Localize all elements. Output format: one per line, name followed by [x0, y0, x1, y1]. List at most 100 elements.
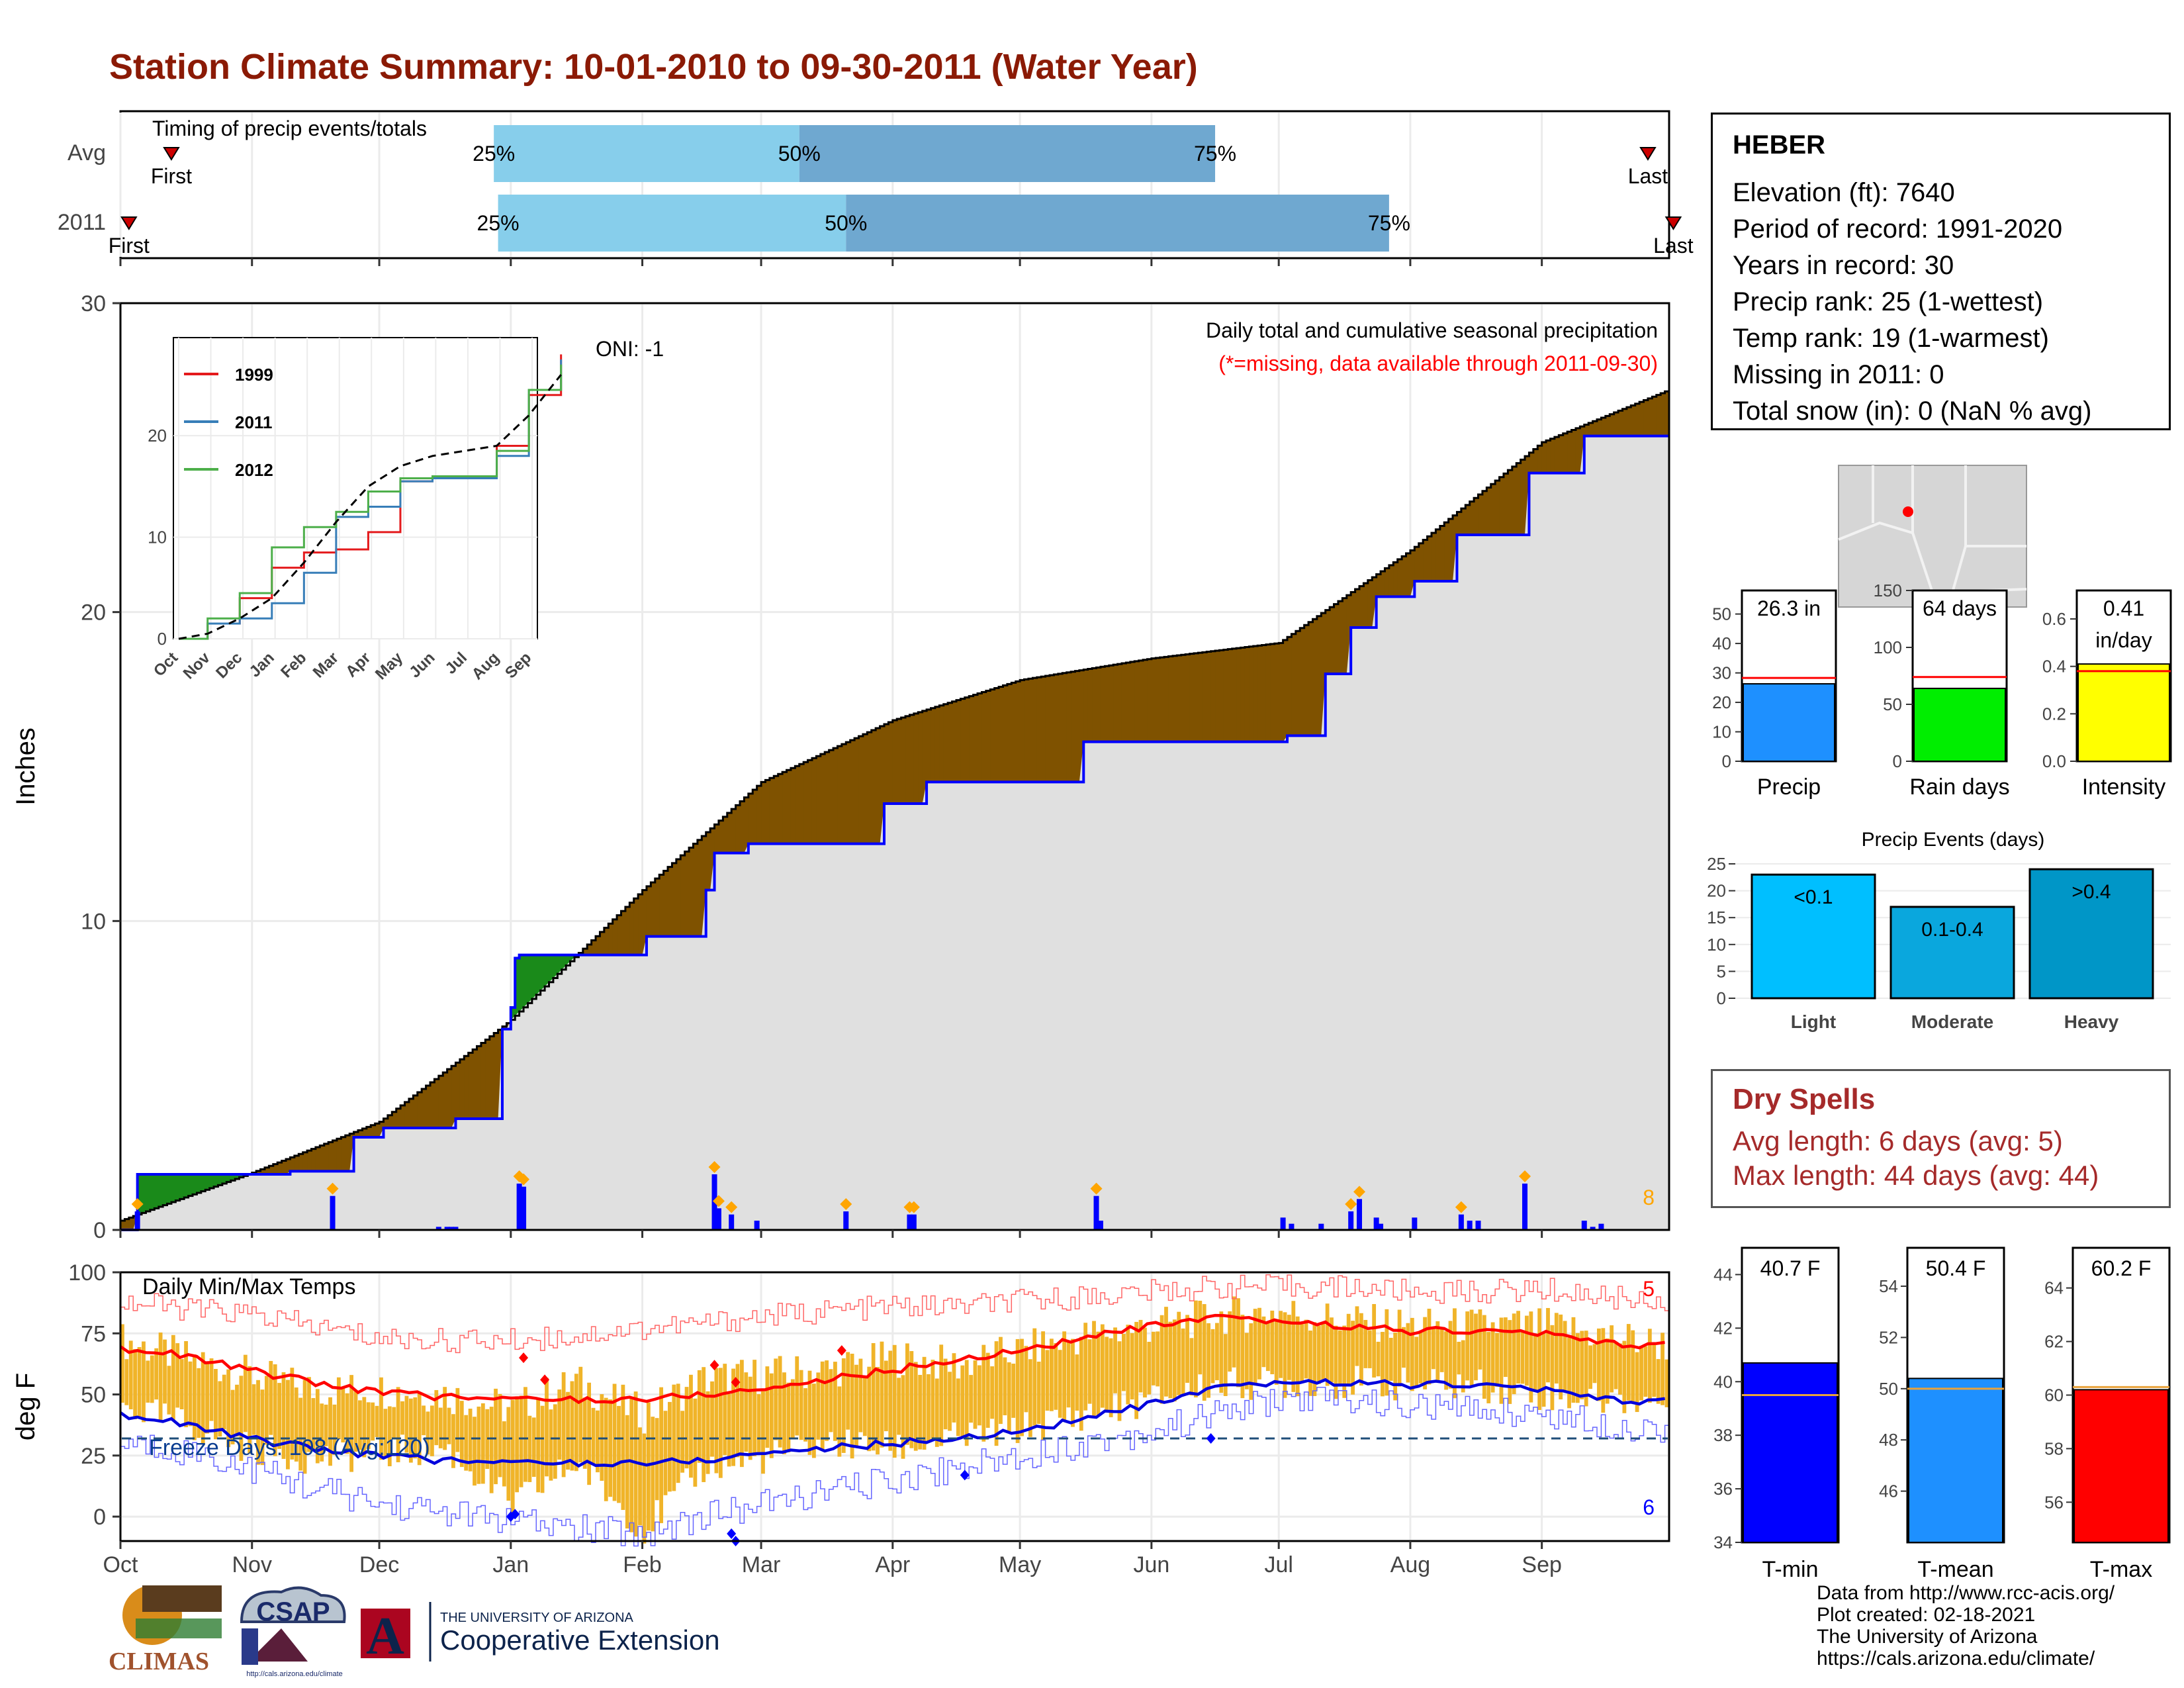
temp-y-axis-label: deg F [11, 1373, 40, 1440]
precip-diff-band [1457, 512, 1462, 535]
daily-temp-bar [1295, 1316, 1300, 1397]
precip-diff-band [328, 1142, 334, 1172]
mini-bar-y-tick-label: 20 [1712, 692, 1731, 712]
precip-diff-band [684, 851, 690, 937]
precip-diff-band [549, 955, 554, 982]
daily-temp-bar [1410, 1317, 1414, 1391]
precip-diff-band [799, 764, 804, 844]
precip-diff-band [434, 1079, 439, 1128]
oni-label: ONI: -1 [596, 337, 664, 361]
precip-diff-band [235, 1174, 240, 1179]
daily-temp-bar [1516, 1311, 1521, 1383]
daily-temp-bar [1448, 1321, 1453, 1389]
precip-diff-band [1279, 643, 1284, 742]
daily-temp-bar [1431, 1328, 1435, 1370]
timing-first-marker [163, 147, 180, 161]
temp-bar [2073, 1389, 2169, 1543]
precip-diff-band [909, 714, 915, 804]
precip-diff-band [1130, 661, 1135, 742]
missing-note: (*=missing, data available through 2011-… [1218, 352, 1658, 375]
daily-temp-bar [918, 1375, 923, 1450]
climas-logo: CLIMAS [109, 1585, 222, 1675]
daily-temp-bar [1363, 1319, 1368, 1368]
mini-bar-y-tick-label: 30 [1712, 663, 1731, 683]
precip-diff-band [1202, 652, 1207, 742]
precip-diff-band [651, 882, 656, 937]
daily-temp-bar [142, 1341, 146, 1423]
daily-temp-bar [260, 1389, 265, 1466]
precip-diff-band [1257, 645, 1263, 742]
events-category-label: Light [1791, 1011, 1836, 1032]
daily-temp-bar [718, 1368, 723, 1478]
inset-y-tick-label: 10 [148, 528, 167, 547]
precip-diff-band [379, 1121, 385, 1137]
precip-diff-band [260, 1169, 265, 1174]
daily-temp-bar [302, 1380, 307, 1474]
daily-temp-bar [1202, 1304, 1206, 1401]
daily-temp-bar [205, 1361, 210, 1434]
inset-y-tick-label: 0 [158, 629, 167, 649]
daily-temp-bar [604, 1397, 608, 1501]
record-max-line [120, 1274, 1670, 1354]
daily-temp-bar [128, 1340, 133, 1409]
daily-temp-bar [1614, 1342, 1618, 1389]
station-years: Years in record: 30 [1733, 251, 1954, 280]
daily-temp-bar [264, 1376, 269, 1445]
precip-diff-band [468, 1053, 473, 1119]
daily-temp-bar [557, 1389, 562, 1460]
precip-diff-band [345, 1135, 350, 1172]
precip-diff-band [396, 1108, 401, 1128]
daily-temp-bar [1096, 1331, 1101, 1417]
daily-temp-bar [1661, 1333, 1664, 1405]
daily-temp-bar [477, 1406, 481, 1484]
precip-diff-band [179, 1174, 185, 1199]
mini-bar [1743, 683, 1835, 762]
daily-temp-bar [1482, 1315, 1486, 1399]
precip-diff-band [1601, 417, 1606, 436]
mini-bar-category-label: Precip [1757, 774, 1821, 800]
timing-bar-q25-q50 [494, 125, 799, 182]
precip-diff-band [1610, 414, 1615, 436]
precip-diff-band [629, 902, 635, 955]
events-bar [2028, 868, 2154, 1000]
daily-temp-bar [1287, 1315, 1291, 1380]
precip-diff-band [154, 1174, 159, 1209]
precip-diff-band [1032, 678, 1038, 782]
daily-temp-bar [498, 1393, 502, 1477]
precip-diff-band [1512, 466, 1517, 535]
mini-bar-y-tick-label: 100 [1874, 637, 1902, 657]
daily-temp-bar [150, 1355, 154, 1403]
precip-diff-band [1113, 665, 1118, 742]
daily-temp-bar [799, 1370, 803, 1440]
daily-temp-bar [655, 1418, 659, 1501]
precip-event-marker [907, 1201, 920, 1213]
events-y-tick-label: 20 [1707, 881, 1726, 901]
precip-daily-bar [1348, 1211, 1354, 1230]
daily-temp-bar [1300, 1324, 1304, 1383]
precip-diff-band [1168, 656, 1173, 742]
precip-panel: 0 10 20 30 Inches ONI: -1 Daily total and c… [11, 291, 1670, 1243]
precip-diff-band [718, 820, 723, 853]
daily-temp-bar [1423, 1317, 1427, 1389]
precip-diff-band [858, 736, 864, 844]
events-y-tick-label: 25 [1707, 854, 1726, 874]
station-name: HEBER [1733, 130, 1826, 160]
precip-diff-band [371, 1125, 376, 1137]
daily-temp-bar [1244, 1333, 1249, 1389]
precip-daily-bar [1590, 1227, 1596, 1230]
timing-panel-label: Timing of precip events/totals [152, 117, 427, 140]
precip-diff-band [358, 1130, 363, 1137]
precip-diff-band [1533, 449, 1538, 473]
timing-bar-q50-q75 [846, 195, 1389, 252]
mini-bar-y-tick-label: 0 [1722, 751, 1731, 771]
temp-bar-y-tick-label: 40 [1713, 1372, 1733, 1391]
precip-diff-band [1546, 440, 1551, 473]
logos: CLIMAS CSAP http://cals.arizona.edu/clim… [109, 1585, 720, 1678]
precip-daily-bar [1280, 1217, 1286, 1230]
precip-diff-band [876, 728, 881, 844]
precip-event-marker [725, 1201, 738, 1213]
precip-diff-band [596, 936, 601, 955]
daily-temp-bar [994, 1341, 999, 1446]
precip-daily-bar [521, 1186, 527, 1230]
daily-temp-bar [243, 1354, 248, 1432]
